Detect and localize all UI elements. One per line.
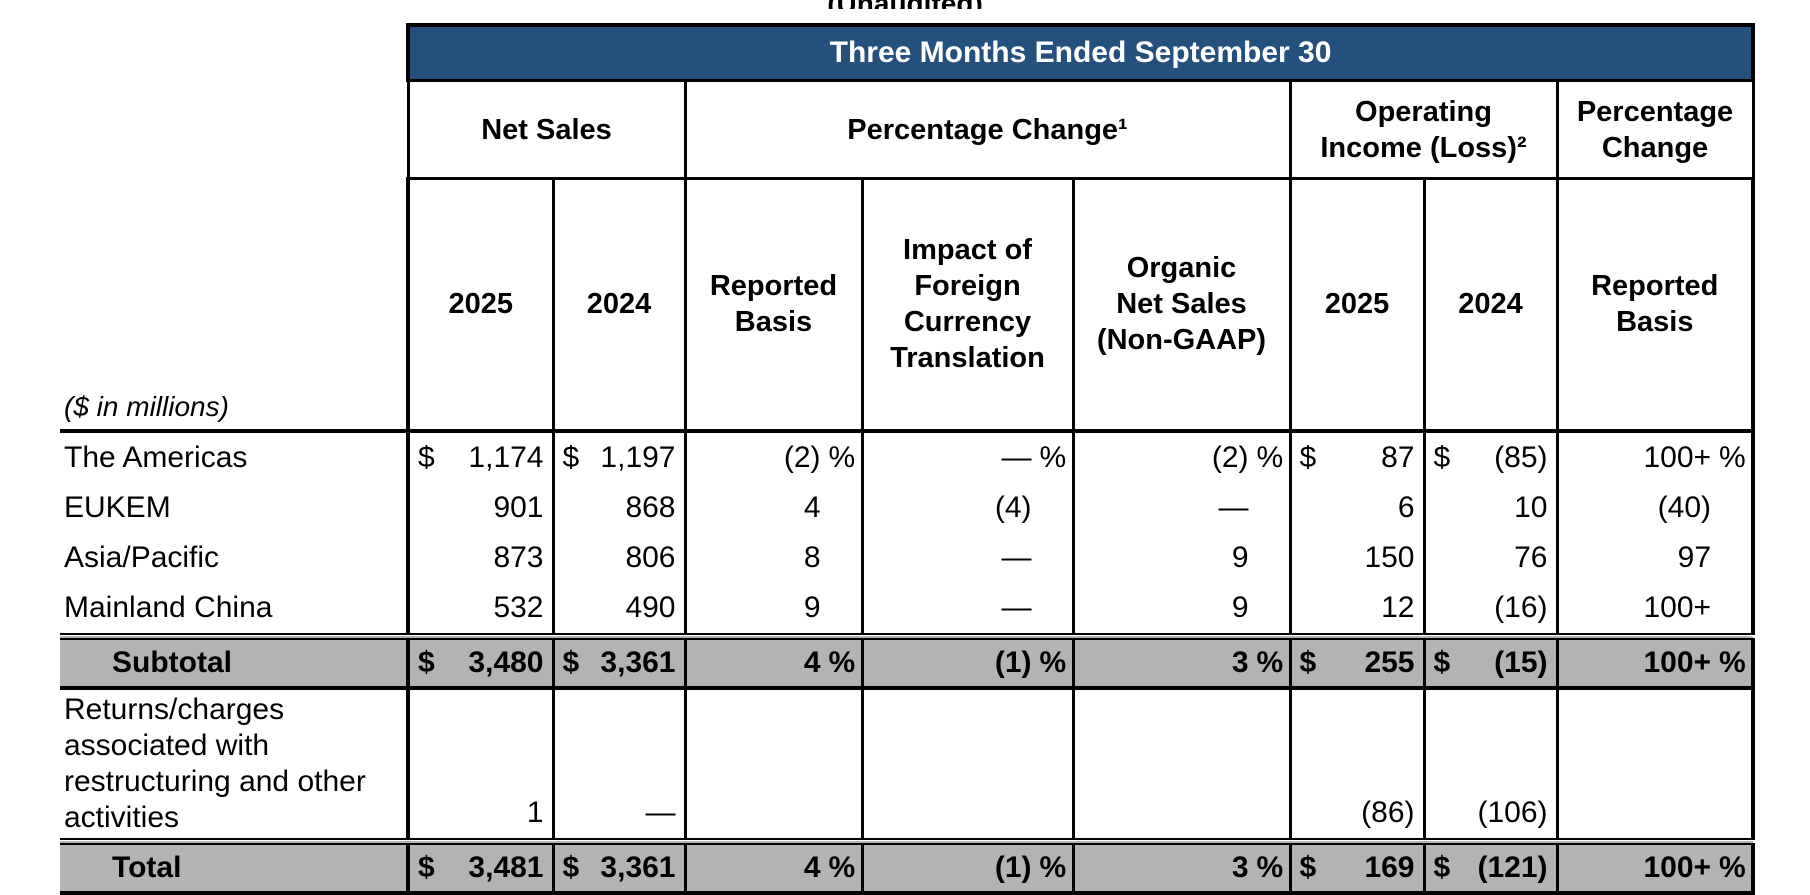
- column-header-reported-basis: Reported Basis: [683, 177, 864, 433]
- data-cell: $3,361: [551, 837, 687, 895]
- data-cell: 1: [406, 687, 555, 841]
- data-cell: 3%: [1071, 632, 1292, 690]
- data-cell: $ (121): [1422, 837, 1559, 895]
- row-label-subtotal: Subtotal: [60, 632, 408, 690]
- column-header-net-sales-2024: 2024: [551, 177, 687, 433]
- data-cell: 9: [1071, 582, 1292, 636]
- data-cell: —: [551, 687, 687, 841]
- row-label-mainland-china: Mainland China: [64, 590, 273, 624]
- data-cell: 901: [406, 482, 555, 533]
- data-cell: 873: [406, 532, 555, 583]
- data-cell: 4%: [683, 632, 864, 690]
- group-header-percentage-change: Percentage Change¹: [683, 79, 1292, 180]
- data-cell: 100+: [1555, 582, 1756, 636]
- data-cell: $3,361: [551, 632, 687, 690]
- data-cell: $1,174: [406, 430, 555, 483]
- data-cell: 150: [1288, 532, 1426, 583]
- data-cell: 76: [1422, 532, 1559, 583]
- data-cell: [1071, 687, 1292, 841]
- group-header-operating-income: Operating Income (Loss)²: [1288, 79, 1559, 180]
- data-cell: (16): [1422, 582, 1559, 636]
- data-cell: 100+%: [1555, 632, 1756, 690]
- data-cell: (1)%: [860, 837, 1075, 895]
- data-cell: (2)%: [1071, 430, 1292, 483]
- unaudited-note: (Unaudited): [0, 0, 1810, 9]
- data-cell: (4): [860, 482, 1075, 533]
- data-cell: 9: [683, 582, 864, 636]
- data-cell: —%: [860, 430, 1075, 483]
- unit-note: ($ in millions): [60, 178, 408, 433]
- row-label-returns-charges: Returns/charges associated with restruct…: [64, 692, 366, 834]
- data-cell: 490: [551, 582, 687, 636]
- data-cell: $169: [1288, 837, 1426, 895]
- data-cell: 10: [1422, 482, 1559, 533]
- data-cell: $3,481: [406, 837, 555, 895]
- row-label-eukem: EUKEM: [64, 490, 171, 524]
- data-cell: $1,197: [551, 430, 687, 483]
- data-cell: 532: [406, 582, 555, 636]
- data-cell: —: [1071, 482, 1292, 533]
- label-column-spacer: [60, 25, 408, 81]
- data-cell: (40): [1555, 482, 1756, 533]
- data-cell: 4%: [683, 837, 864, 895]
- data-cell: 100+%: [1555, 837, 1756, 895]
- data-cell: [860, 687, 1075, 841]
- data-cell: [683, 687, 864, 841]
- data-cell: —: [860, 582, 1075, 636]
- data-cell: (2)%: [683, 430, 864, 483]
- column-header-organic-net-sales: Organic Net Sales (Non-GAAP): [1071, 177, 1292, 433]
- group-header-percentage-change-2: Percentage Change: [1555, 79, 1755, 180]
- row-label-asia-pacific: Asia/Pacific: [64, 540, 220, 574]
- group-header-net-sales: Net Sales: [406, 79, 687, 180]
- label-column-spacer: [60, 80, 408, 179]
- segment-results-table: Three Months Ended September 30 Net Sale…: [60, 23, 1756, 895]
- data-cell: 6: [1288, 482, 1426, 533]
- data-cell: $255: [1288, 632, 1426, 690]
- column-header-net-sales-2025: 2025: [406, 177, 555, 433]
- data-cell: $87: [1288, 430, 1426, 483]
- data-cell: 806: [551, 532, 687, 583]
- data-cell: 97: [1555, 532, 1756, 583]
- column-header-reported-basis-2: Reported Basis: [1555, 177, 1756, 433]
- row-label-the-americas: The Americas: [64, 440, 248, 474]
- data-cell: 100+%: [1555, 430, 1756, 483]
- data-cell: (1)%: [860, 632, 1075, 690]
- row-label-total: Total: [60, 837, 408, 895]
- data-cell: 868: [551, 482, 687, 533]
- table-title: Three Months Ended September 30: [405, 23, 1756, 82]
- data-cell: [1555, 687, 1756, 841]
- data-cell: 4: [683, 482, 864, 533]
- data-cell: 9: [1071, 532, 1292, 583]
- data-cell: $3,480: [406, 632, 555, 690]
- data-cell: (106): [1422, 687, 1559, 841]
- data-cell: 3%: [1071, 837, 1292, 895]
- data-cell: 12: [1288, 582, 1426, 636]
- data-cell: $ (15): [1422, 632, 1559, 690]
- unaudited-note-text: (Unaudited): [827, 0, 983, 9]
- column-header-oi-2025: 2025: [1288, 177, 1426, 433]
- data-cell: —: [860, 532, 1075, 583]
- data-cell: (86): [1288, 687, 1426, 841]
- data-cell: 8: [683, 532, 864, 583]
- data-cell: $ (85): [1422, 430, 1559, 483]
- column-header-oi-2024: 2024: [1422, 177, 1559, 433]
- column-header-fx-impact: Impact of Foreign Currency Translation: [860, 177, 1075, 433]
